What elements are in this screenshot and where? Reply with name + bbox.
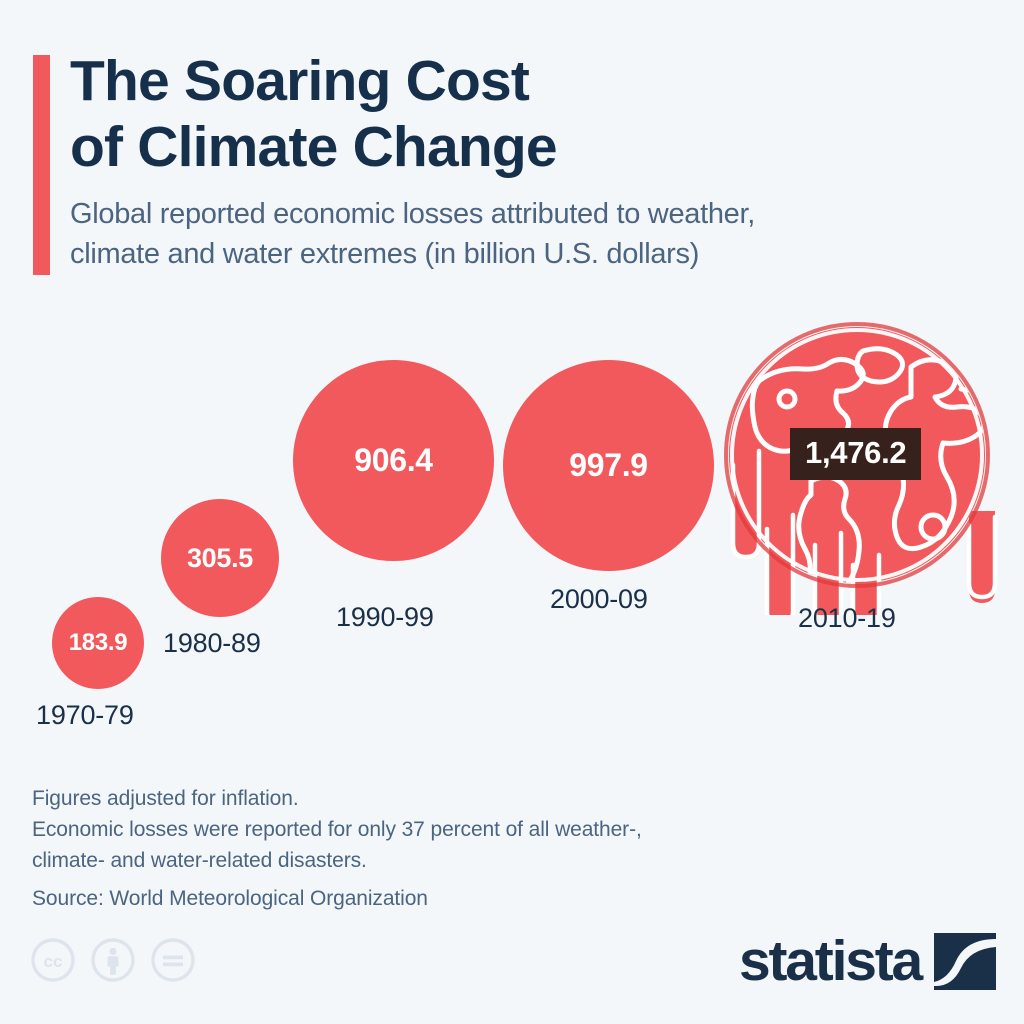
cc-nd-icon[interactable] <box>150 937 196 983</box>
statista-wordmark: statista <box>739 929 923 993</box>
period-label-1990-99: 1990-99 <box>336 602 434 632</box>
svg-text:cc: cc <box>44 952 63 971</box>
bubble-1980-89[interactable]: 305.5 <box>161 499 279 617</box>
page-subtitle-line-2: climate and water extremes (in billion U… <box>70 238 700 270</box>
bubble-value-1980-89: 305.5 <box>186 542 254 573</box>
cc-icon[interactable]: cc <box>30 937 76 983</box>
bubble-1990-99[interactable]: 906.4 <box>293 360 494 561</box>
period-label-1980-89: 1980-89 <box>163 628 261 658</box>
footnote-line-1: Figures adjusted for inflation. <box>32 787 299 810</box>
statista-logo[interactable]: statista <box>739 933 996 990</box>
period-label-1970-79: 1970-79 <box>36 700 134 730</box>
page-title-line-1: The Soaring Cost <box>70 49 530 113</box>
page-title-line-2: of Climate Change <box>70 115 558 179</box>
bubble-value-1990-99: 906.4 <box>354 442 433 478</box>
page-subtitle-line-1: Global reported economic losses attribut… <box>70 198 756 230</box>
footnote-line-3: climate- and water-related disasters. <box>32 849 367 872</box>
footnotes-block: Figures adjusted for inflation. Economic… <box>32 783 732 914</box>
bubble-chart: 183.9 1970-79 305.5 1980-89 906.4 1990-9… <box>0 300 1024 760</box>
header-block: The Soaring Cost of Climate Change Globa… <box>70 48 990 274</box>
license-icons: cc <box>30 937 196 983</box>
period-label-2000-09: 2000-09 <box>550 584 648 614</box>
bubble-value-1970-79: 183.9 <box>68 629 128 656</box>
page-subtitle: Global reported economic losses attribut… <box>70 194 990 274</box>
bubble-2000-09[interactable]: 997.9 <box>503 360 714 571</box>
statista-mark-icon <box>934 933 996 990</box>
bubble-value-2010-19: 1,476.2 <box>805 435 907 470</box>
source-line: Source: World Meteorological Organizatio… <box>32 887 428 910</box>
period-label-2010-19: 2010-19 <box>798 603 896 633</box>
footer-bar: cc statista <box>0 925 1024 1024</box>
cc-by-icon[interactable] <box>90 937 136 983</box>
bubble-value-2000-09: 997.9 <box>569 447 648 483</box>
accent-bar <box>33 55 50 275</box>
page-title: The Soaring Cost of Climate Change <box>70 48 990 180</box>
footnote-line-2: Economic losses were reported for only 3… <box>32 818 642 841</box>
bubble-1970-79[interactable]: 183.9 <box>52 597 144 689</box>
bubble-value-box-2010-19: 1,476.2 <box>790 428 922 480</box>
